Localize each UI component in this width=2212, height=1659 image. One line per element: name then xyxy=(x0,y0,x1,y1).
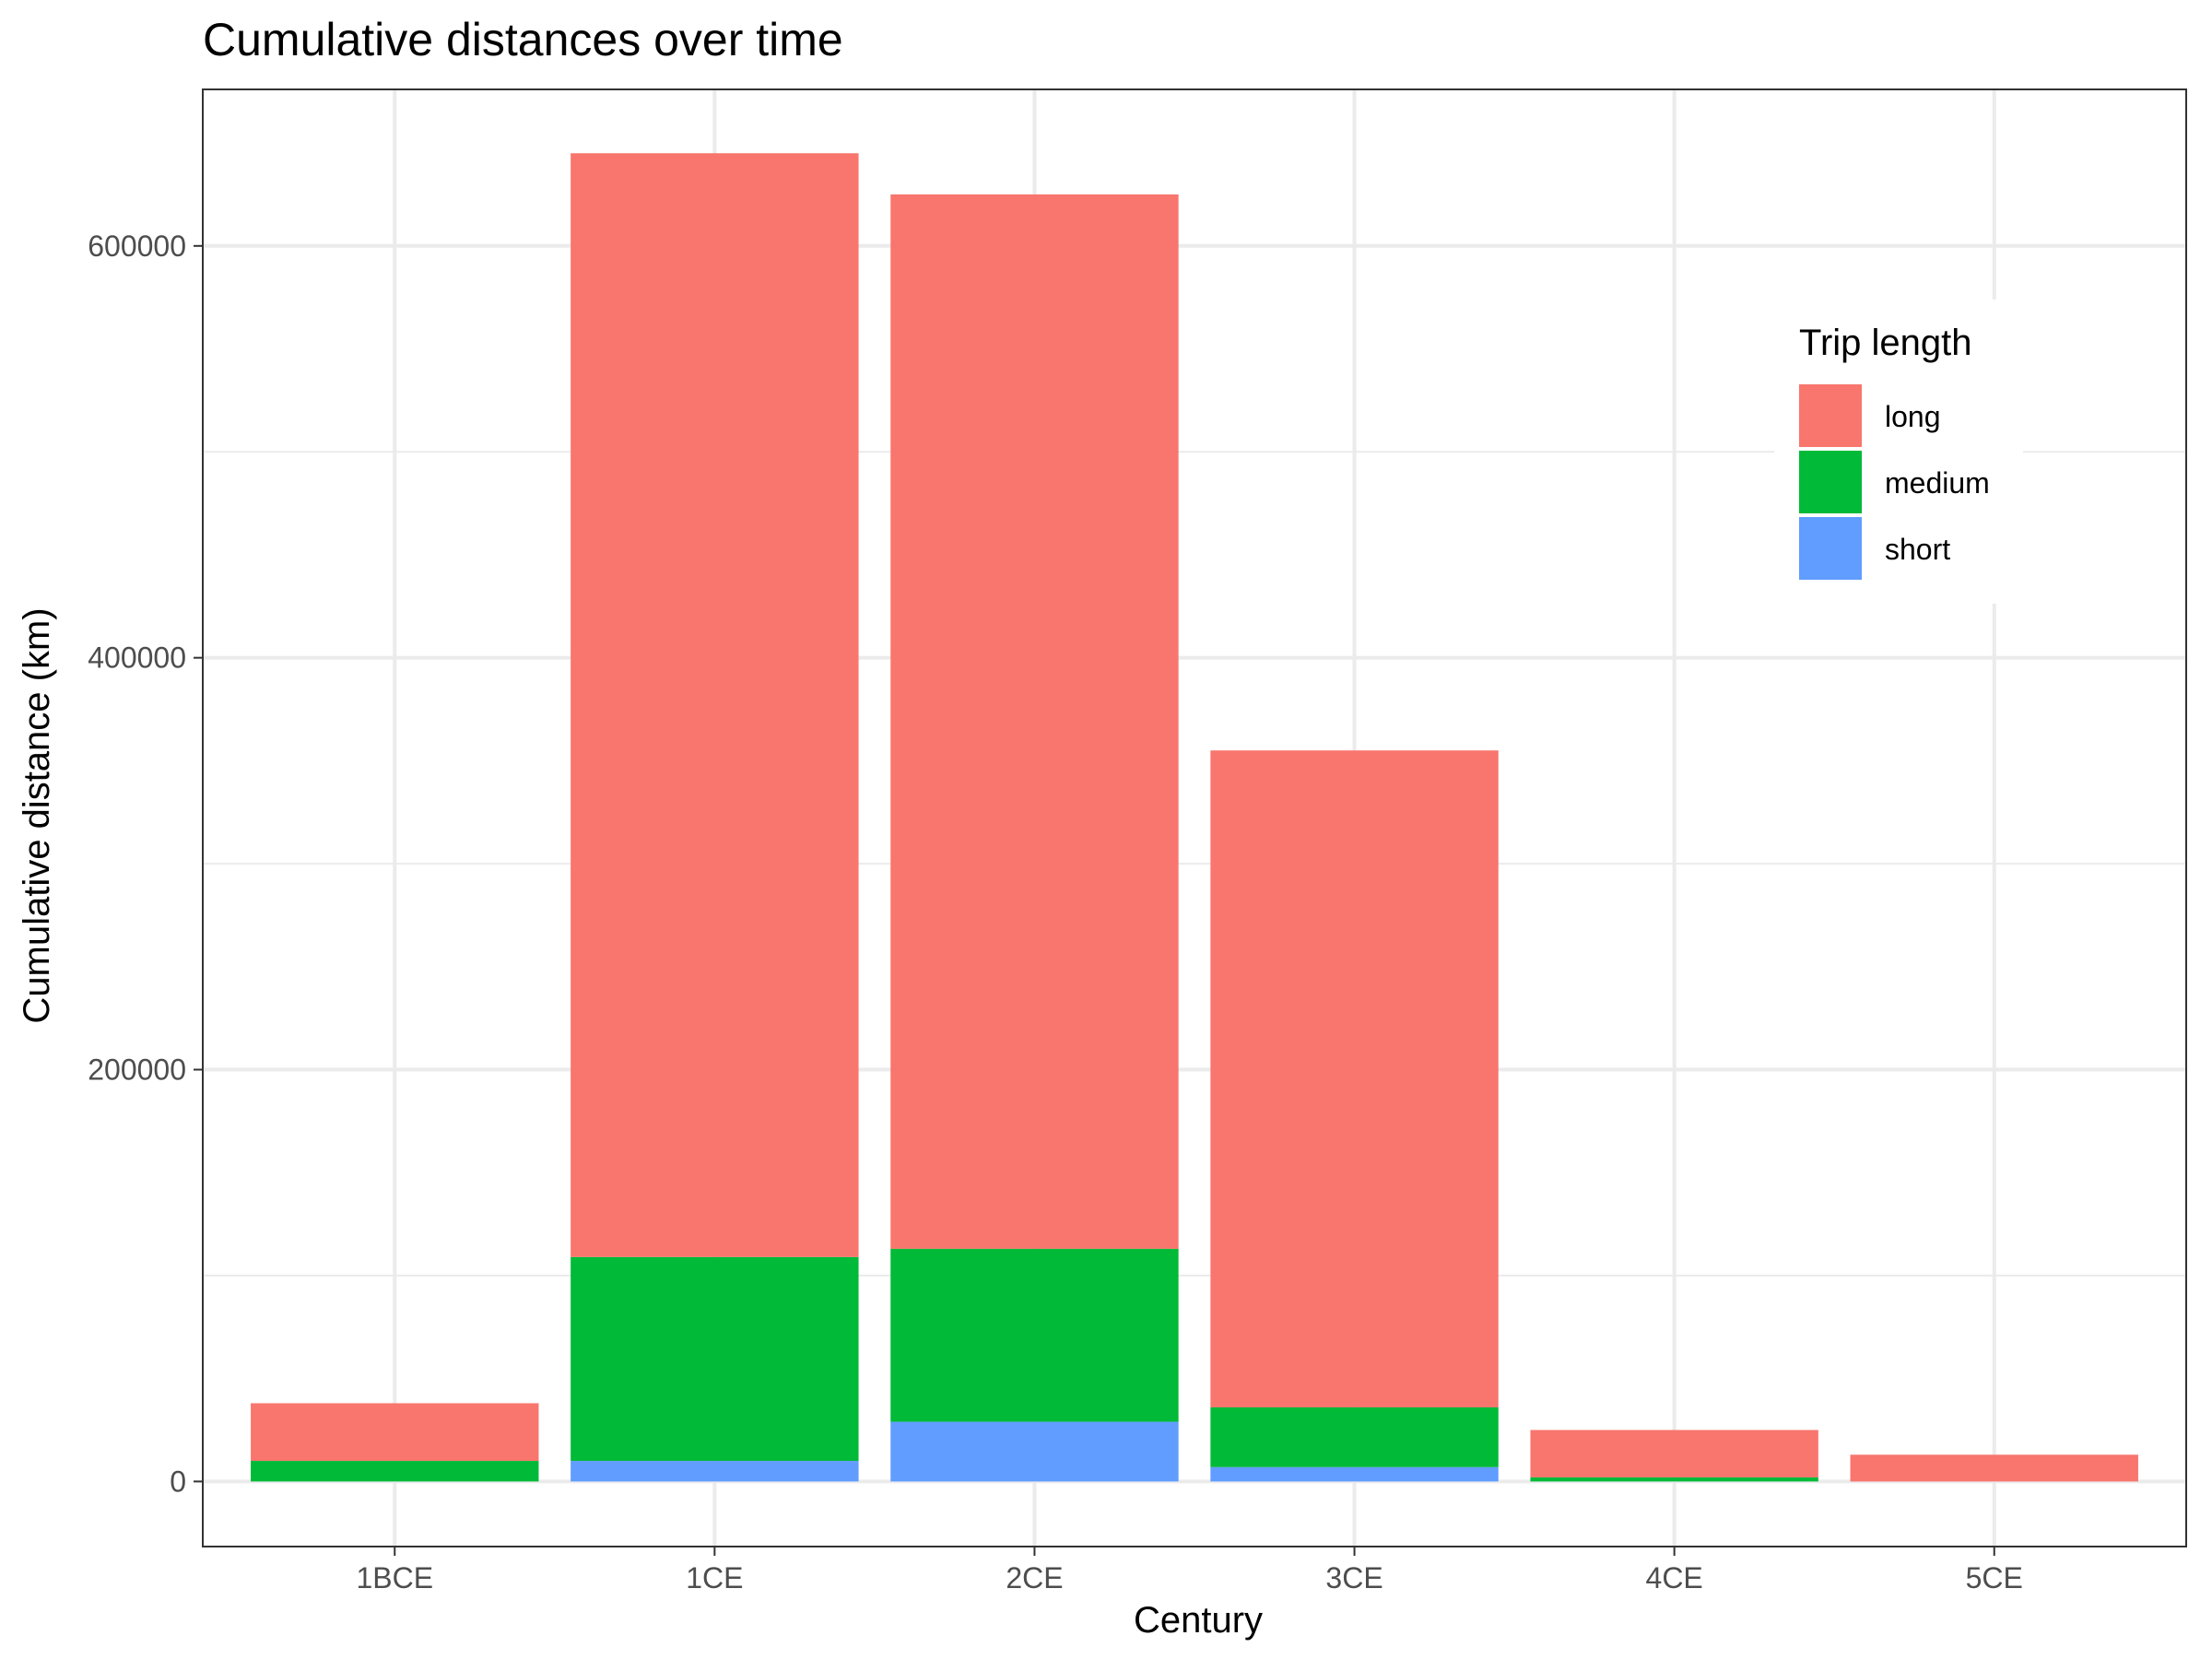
x-tick-label: 5CE xyxy=(1966,1561,2023,1594)
y-tick-label: 200000 xyxy=(88,1053,186,1087)
x-tick-label: 3CE xyxy=(1325,1561,1382,1594)
y-tick-label: 600000 xyxy=(88,229,186,263)
bar-long-3CE xyxy=(1210,750,1499,1407)
legend-key-short xyxy=(1799,517,1862,580)
legend-key-medium xyxy=(1799,451,1862,513)
bar-medium-4CE xyxy=(1530,1477,1818,1482)
y-tick-label: 400000 xyxy=(88,641,186,675)
x-tick-label: 1CE xyxy=(686,1561,743,1594)
x-tick-label: 1BCE xyxy=(356,1561,433,1594)
bar-long-4CE xyxy=(1530,1430,1818,1477)
legend-label-medium: medium xyxy=(1885,466,1990,500)
bar-long-2CE xyxy=(890,194,1179,1249)
bar-medium-3CE xyxy=(1210,1406,1499,1467)
x-axis-title: Century xyxy=(1134,1600,1263,1641)
bars xyxy=(251,153,2138,1482)
bar-short-3CE xyxy=(1210,1466,1499,1482)
legend-title: Trip length xyxy=(1799,323,1972,363)
bar-medium-2CE xyxy=(890,1248,1179,1422)
bar-short-2CE xyxy=(890,1421,1179,1482)
bar-long-1BCE xyxy=(251,1403,539,1462)
legend-label-long: long xyxy=(1885,400,1941,433)
x-tick-label: 2CE xyxy=(1006,1561,1063,1594)
legend: Trip length long medium short xyxy=(1774,300,2023,604)
legend-label-short: short xyxy=(1885,533,1950,566)
panel-border xyxy=(202,88,2187,1547)
x-tick-label: 4CE xyxy=(1646,1561,1703,1594)
y-axis-title: Cumulative distance (km) xyxy=(17,607,57,1023)
bar-medium-1BCE xyxy=(251,1461,539,1482)
bar-short-1CE xyxy=(571,1461,859,1482)
y-axis: 0 200000 400000 600000 xyxy=(88,229,203,1498)
bar-medium-1CE xyxy=(571,1256,859,1462)
x-axis: 1BCE 1CE 2CE 3CE 4CE 5CE xyxy=(356,1547,2023,1594)
chart-title: Cumulative distances over time xyxy=(203,14,843,65)
legend-key-long xyxy=(1799,384,1862,447)
y-tick-label: 0 xyxy=(170,1465,186,1498)
bar-long-5CE xyxy=(1850,1454,2138,1482)
bar-long-1CE xyxy=(571,153,859,1257)
